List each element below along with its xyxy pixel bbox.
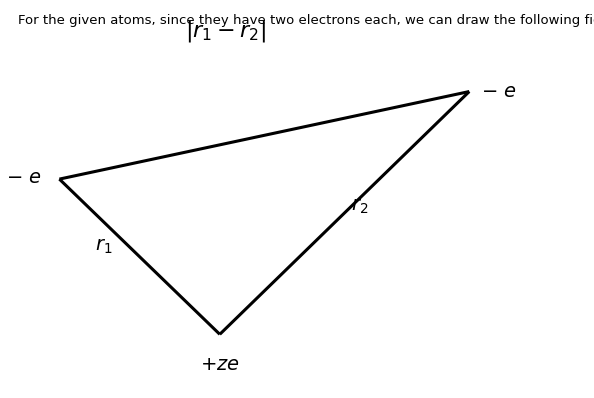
Text: $-\ e$: $-\ e$: [481, 82, 517, 101]
Text: $r_1$: $r_1$: [95, 237, 113, 256]
Text: $-\ e$: $-\ e$: [6, 168, 42, 187]
Text: $r_2$: $r_2$: [350, 197, 368, 217]
Text: $|r_1 - r_2|$: $|r_1 - r_2|$: [185, 19, 266, 44]
Text: For the given atoms, since they have two electrons each, we can draw the followi: For the given atoms, since they have two…: [18, 14, 594, 27]
Text: $+ze$: $+ze$: [200, 355, 239, 374]
